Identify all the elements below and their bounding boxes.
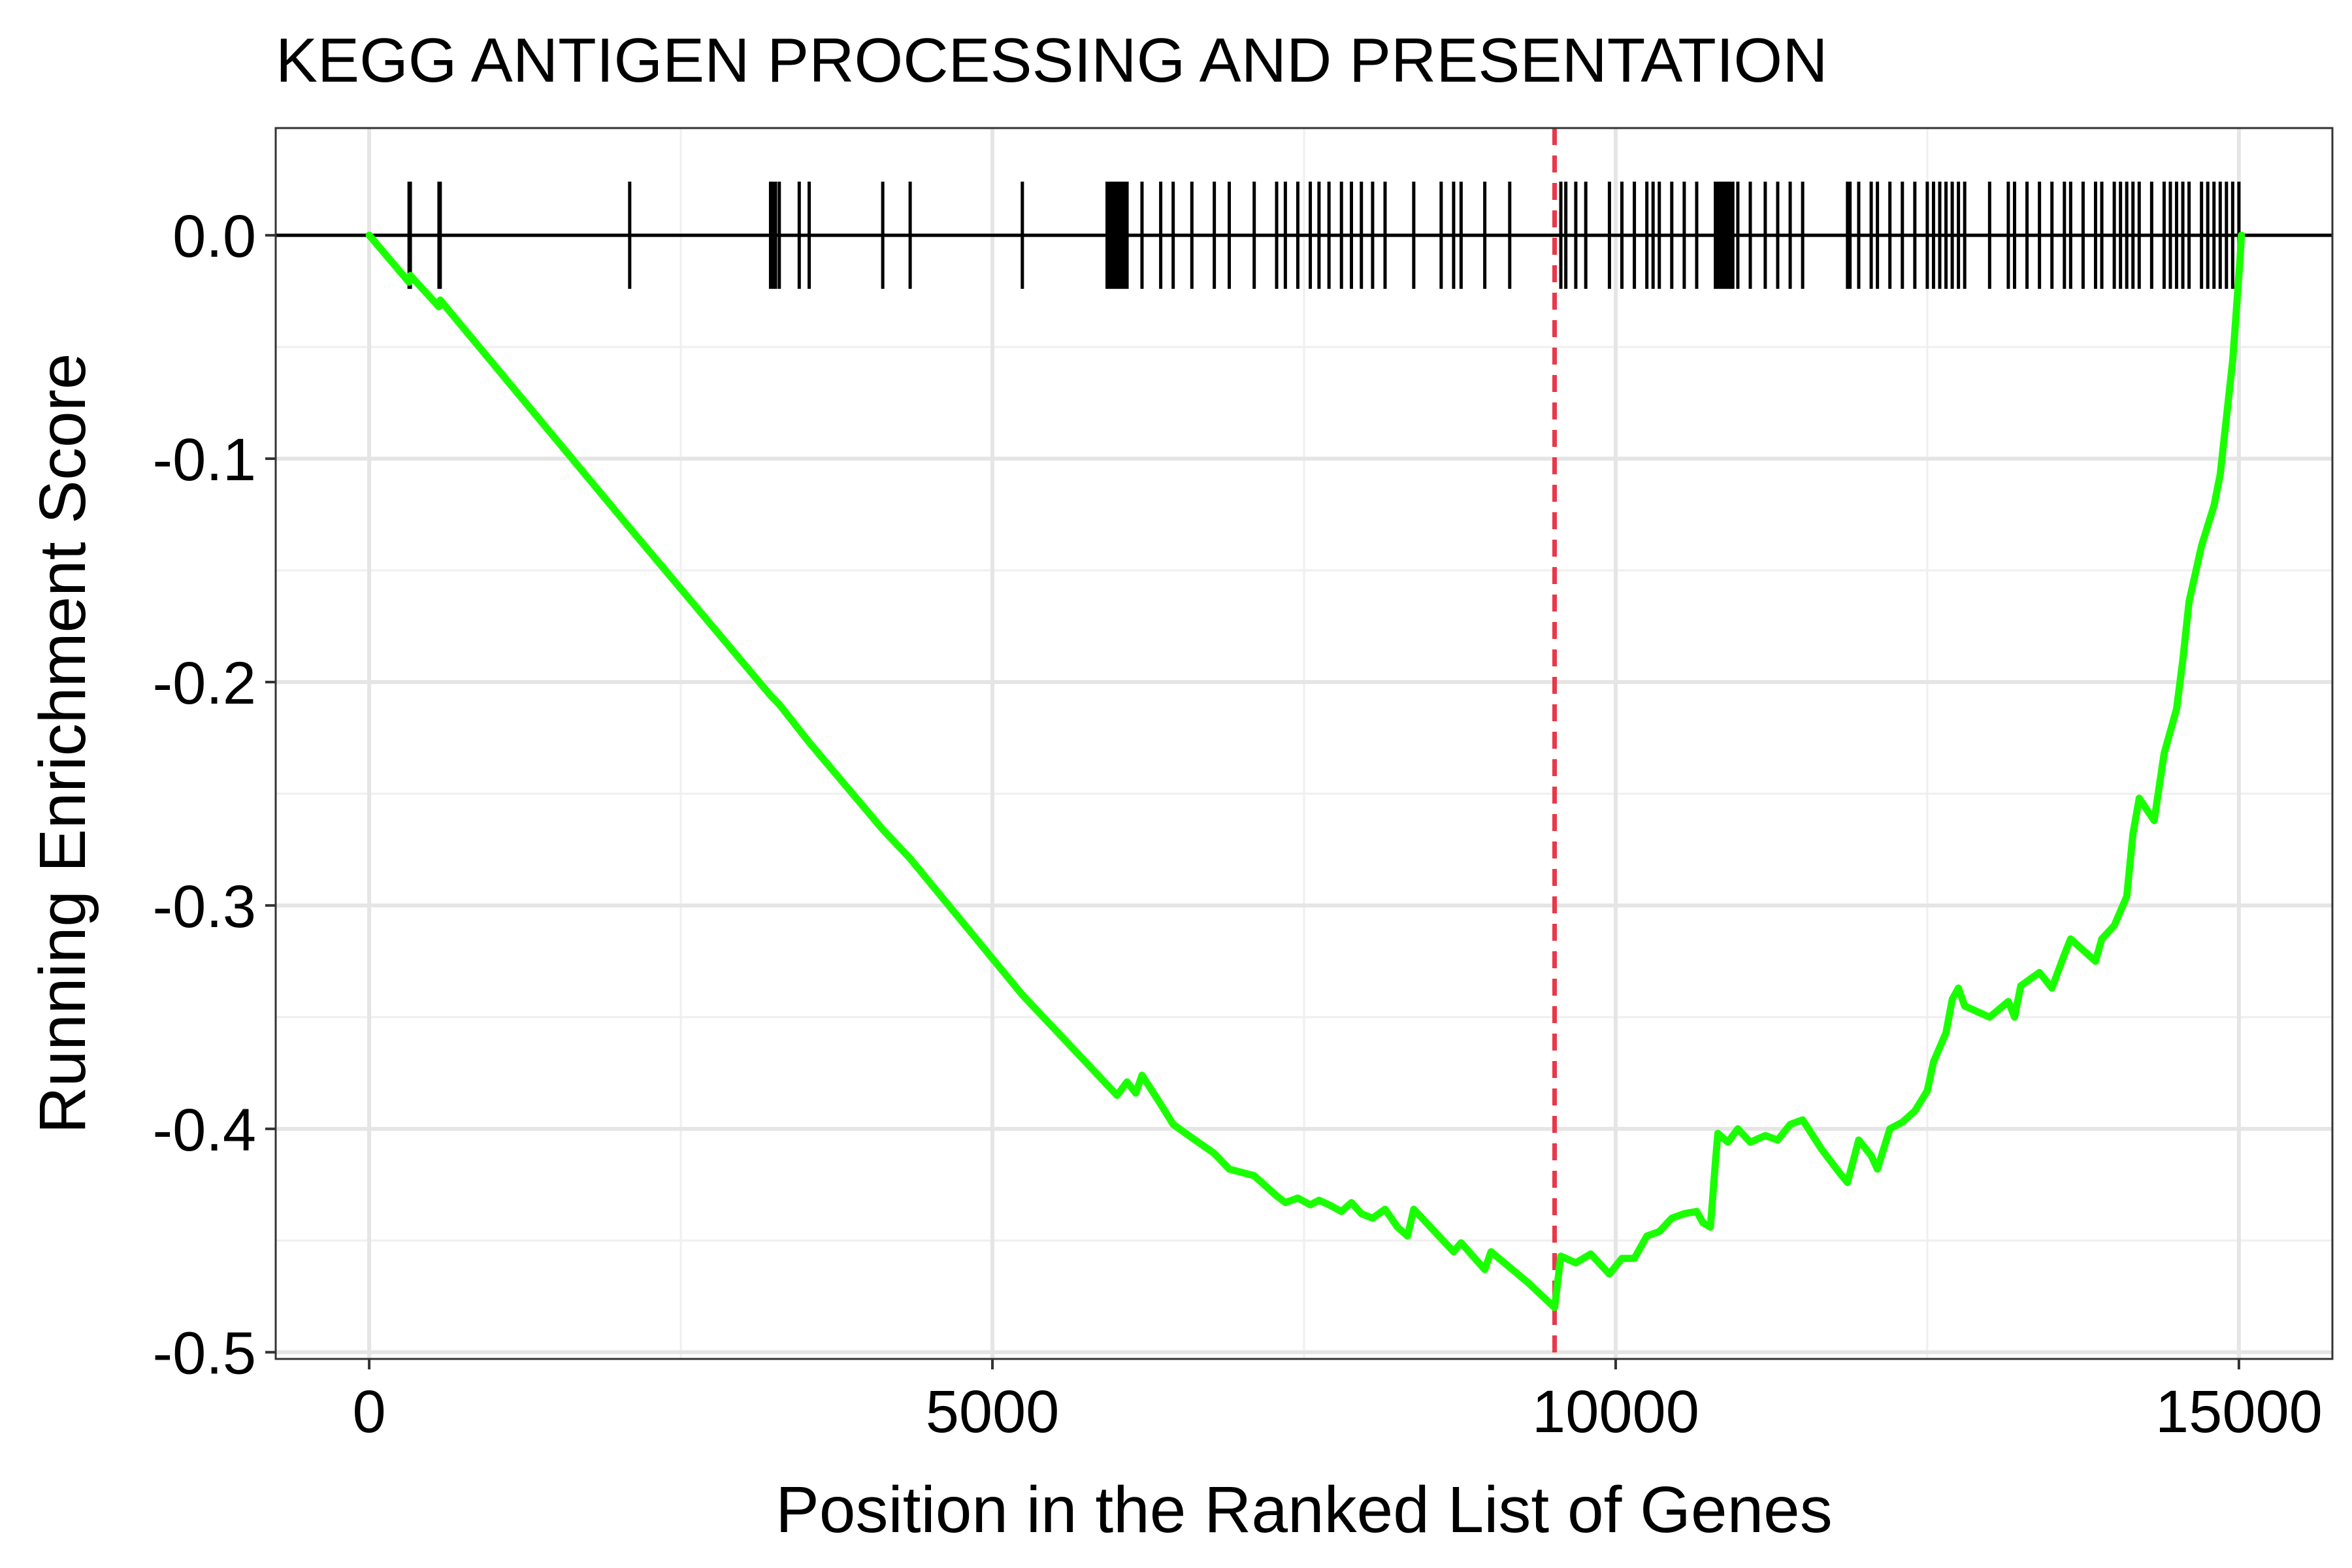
plot-border [274,127,2334,1360]
y-tick-label: -0.3 [152,874,256,940]
x-tick-label: 5000 [926,1379,1060,1445]
y-tick-label: -0.5 [152,1320,256,1387]
x-axis-label: Position in the Ranked List of Genes [776,1473,1833,1546]
x-tick-label: 10000 [1532,1379,1699,1445]
y-axis-label: Running Enrichment Score [26,353,99,1134]
chart-title: KEGG ANTIGEN PROCESSING AND PRESENTATION [276,25,1828,95]
y-tick-label: -0.4 [152,1097,256,1164]
x-tick-label: 0 [353,1379,386,1445]
y-tick-label: -0.1 [152,427,256,493]
y-tick-label: -0.2 [152,650,256,717]
gene-hit-marks [407,182,2241,289]
x-tick-label: 15000 [2155,1379,2323,1445]
y-tick-label: 0.0 [172,203,256,270]
minor-gridlines [276,128,2332,1359]
major-gridlines [276,128,2332,1359]
x-axis-ticks: 0 5000 10000 15000 [353,1359,2323,1445]
y-axis-ticks: 0.0 -0.1 -0.2 -0.3 -0.4 -0.5 [152,203,276,1387]
running-es-line [365,231,2246,1311]
